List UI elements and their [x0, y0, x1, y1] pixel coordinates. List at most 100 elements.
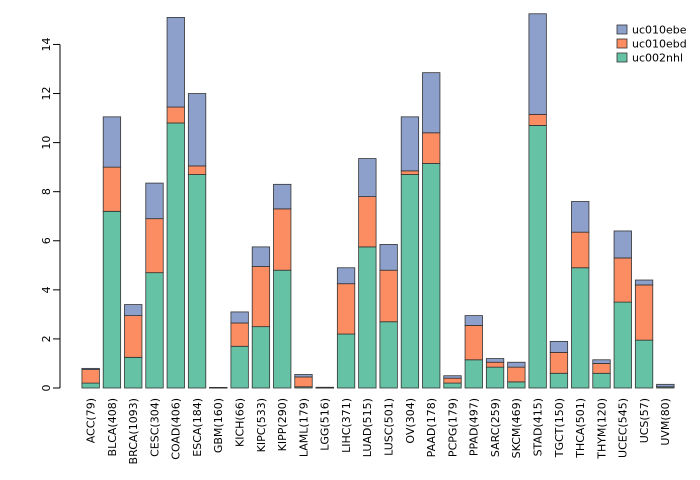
legend-label: uc002nhl	[632, 52, 683, 65]
bar-segment-uc010ebd	[187, 165, 207, 175]
x-tick-label: LAML(179)	[297, 398, 310, 457]
bars-group	[81, 13, 675, 389]
bar-segment-uc010ebd	[592, 363, 611, 374]
x-tick-label: BLCA(408)	[106, 398, 119, 456]
y-axis: 0 2 4 6 8 10 12 14	[40, 37, 61, 392]
bar-segment-uc010ebe	[230, 311, 249, 324]
y-tick-label: 6	[40, 237, 53, 244]
bar-segment-uc010ebe	[145, 182, 164, 220]
x-tick-label: TGCT(150)	[553, 398, 566, 458]
bar-segment-uc002nhl	[400, 174, 420, 389]
bar-segment-uc010ebe	[528, 13, 547, 115]
y-tick-label: 2	[40, 335, 53, 342]
bar-segment-uc010ebe	[443, 375, 462, 379]
y-tick-label: 12	[40, 87, 53, 101]
bar-segment-uc010ebe	[336, 267, 356, 285]
legend-label: uc010ebe	[632, 24, 687, 37]
bar-segment-uc010ebe	[571, 201, 590, 233]
bar-segment-uc010ebe	[273, 183, 292, 210]
x-tick-label: KIPC(533)	[255, 398, 268, 452]
bar-segment-uc010ebe	[592, 359, 611, 364]
x-tick-label: LGG(516)	[319, 398, 332, 451]
x-tick-label: KIPP(290)	[276, 398, 289, 451]
bar-segment-uc010ebe	[464, 315, 483, 326]
bar-segment-uc002nhl	[336, 333, 356, 389]
bar-segment-uc010ebd	[358, 196, 377, 248]
bar-segment-uc002nhl	[528, 125, 547, 389]
x-tick-label: PPAD(497)	[468, 398, 481, 456]
legend-swatch-uc002nhl	[616, 52, 628, 63]
bar-segment-uc002nhl	[102, 210, 122, 389]
bar-segment-uc010ebd	[294, 376, 313, 388]
bar-segment-uc002nhl	[485, 366, 505, 389]
bar-segment-uc002nhl	[379, 321, 398, 389]
x-tick-label: THCA(501)	[574, 398, 587, 459]
x-tick-label: GBM(160)	[212, 398, 225, 453]
x-tick-label: STAD(415)	[531, 398, 544, 456]
bar-segment-uc010ebd	[634, 284, 654, 341]
y-tick-label: 4	[40, 286, 53, 293]
bar-segment-uc010ebd	[124, 315, 143, 358]
bar-segment-uc010ebd	[422, 132, 441, 164]
x-tick-label: THYM(120)	[595, 398, 608, 460]
bar-segment-uc010ebe	[166, 17, 185, 108]
x-tick-label: ESCA(184)	[191, 398, 204, 457]
bar-segment-uc002nhl	[422, 163, 441, 389]
x-tick-label: PAAD(178)	[425, 398, 438, 457]
bar-segment-uc010ebd	[166, 106, 185, 124]
bar-segment-uc010ebe	[613, 230, 632, 259]
bar-segment-uc010ebe	[379, 244, 398, 271]
bar-segment-uc002nhl	[124, 356, 143, 389]
x-tick-label: LUSC(501)	[382, 398, 395, 456]
bar-segment-uc010ebe	[315, 386, 334, 389]
x-tick-label: UCS(57)	[638, 398, 651, 443]
x-tick-label: CESC(304)	[148, 398, 161, 457]
bar-segment-uc002nhl	[166, 122, 185, 389]
bar-segment-uc010ebd	[251, 266, 271, 328]
bar-segment-uc010ebe	[485, 358, 505, 363]
x-tick-label: KICH(66)	[233, 398, 246, 447]
x-tick-label: COAD(406)	[170, 398, 183, 460]
bar-segment-uc010ebd	[336, 283, 356, 335]
bar-segment-uc010ebe	[634, 279, 654, 286]
x-tick-label: LIHC(371)	[340, 398, 353, 453]
bar-segment-uc002nhl	[251, 326, 271, 389]
bar-segment-uc010ebe	[294, 374, 313, 378]
bar-segment-uc002nhl	[443, 382, 462, 389]
y-tick-label: 10	[40, 136, 53, 150]
bar-segment-uc010ebe	[549, 340, 569, 353]
bar-segment-uc010ebd	[81, 369, 100, 384]
bar-segment-uc010ebd	[400, 170, 420, 175]
bar-segment-uc010ebd	[528, 113, 547, 126]
bar-segment-uc002nhl	[358, 246, 377, 389]
bar-segment-uc010ebe	[358, 158, 377, 197]
bar-segment-uc010ebd	[571, 231, 590, 269]
bar-segment-uc010ebe	[187, 93, 207, 167]
bar-segment-uc010ebd	[273, 208, 292, 271]
y-tick-label: 14	[40, 37, 53, 51]
bar-segment-uc010ebe	[81, 367, 100, 370]
x-tick-labels: ACC(79) BLCA(408) BRCA(1093) CESC(304) COAD(…	[84, 398, 672, 464]
bar-segment-uc010ebd	[379, 269, 398, 323]
bar-segment-uc010ebd	[145, 218, 164, 274]
bar-segment-uc010ebd	[443, 377, 462, 384]
bar-segment-uc010ebe	[656, 383, 675, 388]
x-tick-label: UVM(80)	[659, 398, 672, 446]
legend-swatch-uc010ebe	[616, 24, 628, 35]
bar-segment-uc010ebe	[400, 116, 420, 172]
legend-label: uc010ebd	[632, 38, 687, 51]
bar-segment-uc010ebd	[464, 325, 483, 361]
bar-segment-uc002nhl	[145, 272, 164, 389]
x-tick-label: BRCA(1093)	[127, 398, 140, 464]
bar-segment-uc010ebe	[422, 72, 441, 134]
bar-segment-uc002nhl	[613, 301, 632, 389]
bar-segment-uc010ebd	[102, 166, 122, 212]
bar-segment-uc002nhl	[230, 345, 249, 389]
bar-segment-uc002nhl	[273, 269, 292, 389]
bar-segment-uc010ebd	[230, 322, 249, 347]
bar-segment-uc010ebd	[549, 352, 569, 374]
bar-segment-uc002nhl	[507, 381, 526, 389]
bar-segment-uc002nhl	[81, 382, 100, 389]
bar-segment-uc010ebe	[209, 386, 228, 389]
x-tick-label: LUAD(515)	[361, 398, 374, 457]
